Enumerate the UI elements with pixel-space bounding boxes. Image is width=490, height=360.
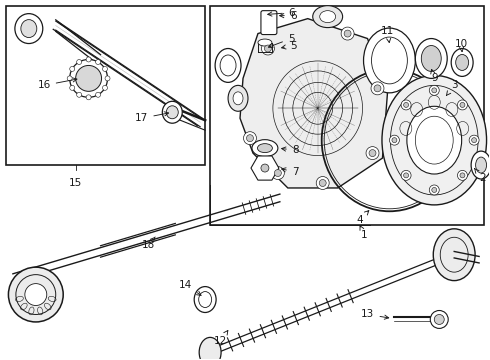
Ellipse shape bbox=[434, 315, 444, 324]
Ellipse shape bbox=[70, 59, 107, 97]
Ellipse shape bbox=[215, 49, 241, 82]
Ellipse shape bbox=[261, 164, 269, 172]
Ellipse shape bbox=[469, 135, 479, 145]
Ellipse shape bbox=[70, 67, 74, 71]
Ellipse shape bbox=[265, 45, 271, 52]
Ellipse shape bbox=[364, 28, 416, 93]
Ellipse shape bbox=[96, 59, 100, 64]
Text: 10: 10 bbox=[455, 39, 468, 51]
Ellipse shape bbox=[471, 151, 490, 179]
Ellipse shape bbox=[258, 39, 272, 46]
Text: 6: 6 bbox=[268, 8, 294, 18]
Text: 12: 12 bbox=[214, 330, 228, 346]
Ellipse shape bbox=[233, 92, 243, 105]
Text: 16: 16 bbox=[38, 78, 77, 90]
Ellipse shape bbox=[102, 67, 107, 71]
Text: 11: 11 bbox=[381, 26, 394, 42]
Ellipse shape bbox=[404, 173, 409, 178]
Text: 15: 15 bbox=[69, 178, 82, 188]
Ellipse shape bbox=[313, 6, 343, 28]
Text: 4: 4 bbox=[356, 211, 369, 225]
Ellipse shape bbox=[374, 85, 381, 92]
FancyBboxPatch shape bbox=[210, 6, 484, 225]
Ellipse shape bbox=[416, 39, 447, 78]
Ellipse shape bbox=[401, 100, 411, 110]
Ellipse shape bbox=[382, 75, 487, 205]
Ellipse shape bbox=[433, 229, 475, 280]
Ellipse shape bbox=[319, 180, 326, 186]
Text: 7: 7 bbox=[282, 167, 298, 177]
Ellipse shape bbox=[458, 170, 467, 180]
Ellipse shape bbox=[392, 138, 397, 143]
Ellipse shape bbox=[274, 170, 281, 176]
Ellipse shape bbox=[432, 188, 437, 193]
Ellipse shape bbox=[162, 101, 182, 123]
Ellipse shape bbox=[86, 95, 91, 100]
Ellipse shape bbox=[390, 135, 399, 145]
Ellipse shape bbox=[21, 20, 37, 37]
Ellipse shape bbox=[25, 284, 47, 306]
Ellipse shape bbox=[166, 106, 178, 119]
Ellipse shape bbox=[460, 103, 465, 107]
Ellipse shape bbox=[199, 337, 221, 360]
Text: 5: 5 bbox=[269, 33, 294, 48]
Ellipse shape bbox=[75, 66, 101, 91]
Ellipse shape bbox=[341, 27, 354, 40]
Ellipse shape bbox=[451, 49, 473, 76]
Text: 1: 1 bbox=[360, 226, 368, 240]
Polygon shape bbox=[240, 19, 388, 188]
Ellipse shape bbox=[319, 11, 336, 23]
Ellipse shape bbox=[244, 132, 256, 145]
Ellipse shape bbox=[401, 170, 411, 180]
Ellipse shape bbox=[316, 176, 329, 189]
Ellipse shape bbox=[421, 45, 441, 71]
Ellipse shape bbox=[76, 59, 82, 64]
Ellipse shape bbox=[271, 167, 284, 180]
Ellipse shape bbox=[228, 85, 248, 111]
FancyBboxPatch shape bbox=[261, 11, 277, 35]
Ellipse shape bbox=[194, 287, 216, 312]
Text: 5: 5 bbox=[282, 41, 296, 50]
Text: 17: 17 bbox=[135, 112, 169, 123]
Ellipse shape bbox=[430, 310, 448, 328]
Ellipse shape bbox=[476, 157, 487, 173]
Ellipse shape bbox=[257, 144, 272, 153]
Ellipse shape bbox=[67, 76, 72, 81]
Ellipse shape bbox=[15, 14, 43, 44]
Text: 8: 8 bbox=[282, 145, 298, 155]
Text: 2: 2 bbox=[474, 168, 486, 183]
Ellipse shape bbox=[371, 82, 384, 95]
Polygon shape bbox=[251, 156, 279, 180]
Ellipse shape bbox=[429, 185, 439, 195]
Text: 13: 13 bbox=[361, 310, 389, 319]
Text: 3: 3 bbox=[446, 80, 458, 95]
Text: 18: 18 bbox=[142, 237, 155, 250]
Text: 14: 14 bbox=[179, 280, 201, 295]
Ellipse shape bbox=[262, 42, 274, 55]
Ellipse shape bbox=[102, 85, 107, 90]
Ellipse shape bbox=[252, 140, 278, 157]
Ellipse shape bbox=[404, 103, 409, 107]
Ellipse shape bbox=[76, 92, 82, 97]
Text: 9: 9 bbox=[431, 69, 438, 84]
Ellipse shape bbox=[432, 88, 437, 93]
Ellipse shape bbox=[344, 30, 351, 37]
Ellipse shape bbox=[86, 57, 91, 62]
FancyBboxPatch shape bbox=[6, 6, 205, 165]
Ellipse shape bbox=[456, 54, 468, 71]
Ellipse shape bbox=[369, 150, 376, 157]
Ellipse shape bbox=[429, 85, 439, 95]
Ellipse shape bbox=[407, 106, 462, 174]
Ellipse shape bbox=[8, 267, 63, 322]
Ellipse shape bbox=[366, 147, 379, 159]
Ellipse shape bbox=[105, 76, 110, 81]
Ellipse shape bbox=[471, 138, 477, 143]
Text: 6: 6 bbox=[280, 11, 296, 21]
Ellipse shape bbox=[460, 173, 465, 178]
Ellipse shape bbox=[458, 100, 467, 110]
Ellipse shape bbox=[96, 92, 100, 97]
Ellipse shape bbox=[246, 135, 253, 141]
Ellipse shape bbox=[70, 85, 74, 90]
